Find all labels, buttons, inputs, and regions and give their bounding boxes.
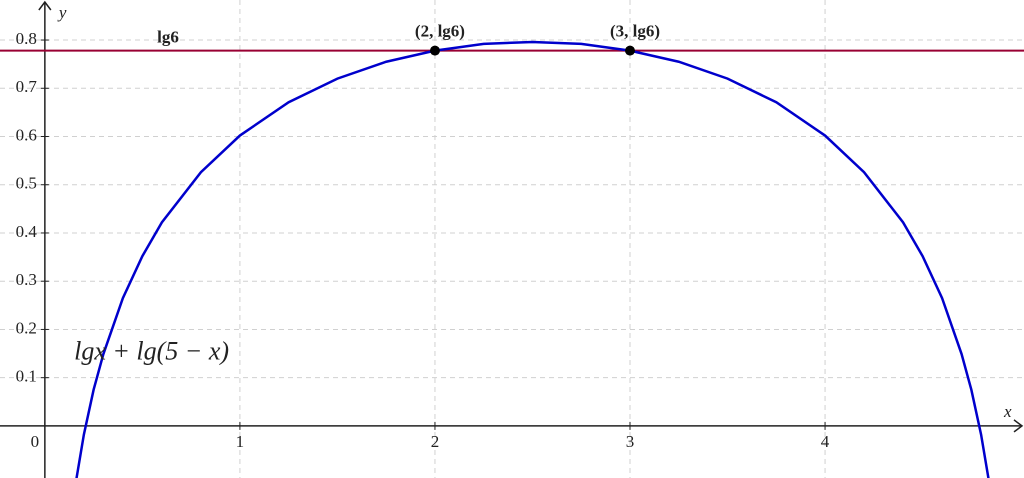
x-tick-label: 3: [626, 432, 635, 451]
x-tick-label: 1: [236, 432, 245, 451]
point-label: (2, lg6): [415, 22, 465, 41]
y-tick-label: 0.1: [16, 367, 37, 386]
y-axis-label: y: [57, 3, 67, 22]
y-tick-label: 0.5: [16, 174, 37, 193]
point: [625, 45, 636, 56]
y-tick-label: 0.3: [16, 270, 37, 289]
y-tick-label: 0.7: [16, 77, 38, 96]
y-tick-label: 0.8: [16, 29, 37, 48]
x-axis-label: x: [1003, 402, 1012, 421]
plot: [0, 40, 1024, 478]
x-tick-label: 0: [31, 432, 40, 451]
y-tick-label: 0.6: [16, 125, 37, 144]
x-tick-label: 4: [821, 432, 830, 451]
x-tick-label: 2: [431, 432, 440, 451]
point: [429, 45, 440, 56]
reference-label: lg6: [157, 28, 179, 47]
curve: [75, 40, 990, 478]
point-label: (3, lg6): [610, 22, 660, 41]
y-arrow: [38, 0, 52, 11]
curve-label: lgx + lg(5 − x): [74, 337, 229, 366]
y-tick-label: 0.4: [16, 222, 38, 241]
y-tick-label: 0.2: [16, 318, 37, 337]
x-arrow: [1013, 419, 1024, 433]
